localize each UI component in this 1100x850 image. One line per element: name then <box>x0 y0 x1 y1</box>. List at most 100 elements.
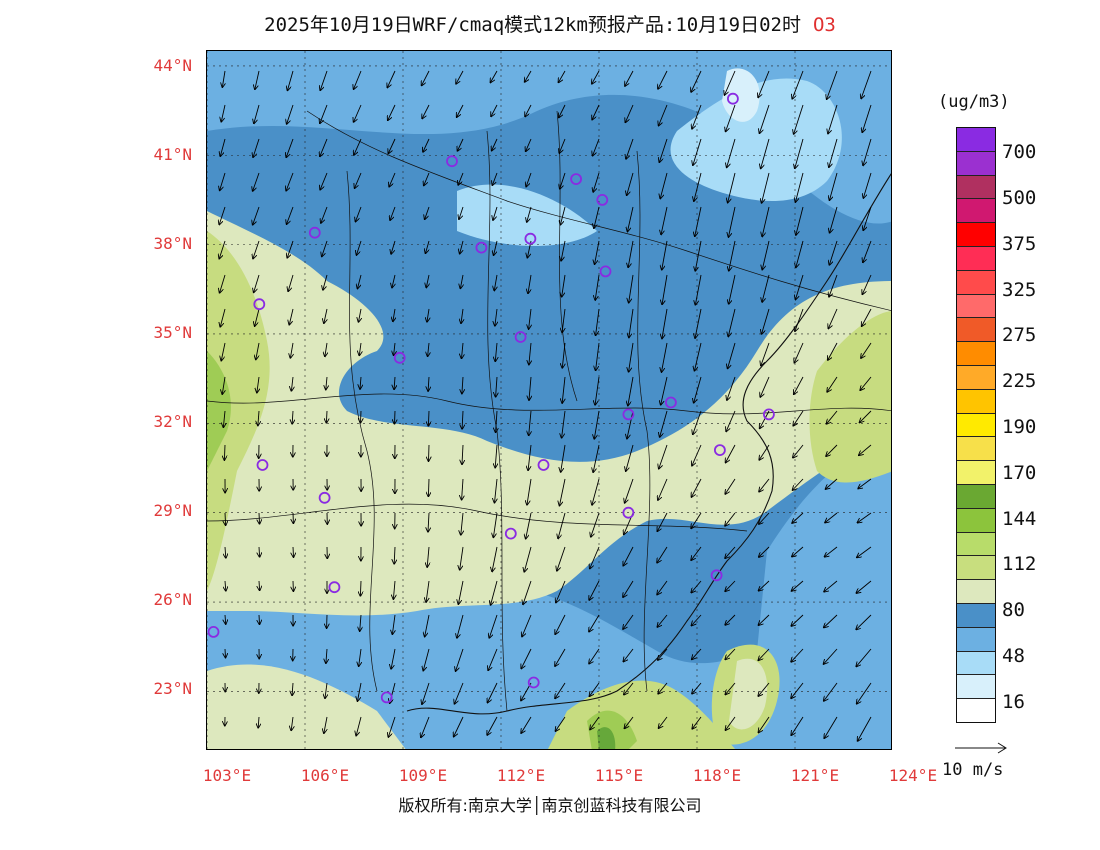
wind-vector-248 <box>495 478 498 503</box>
wind-vector-38 <box>828 104 838 134</box>
wind-vector-255 <box>725 478 736 494</box>
wind-vector-56 <box>761 138 770 168</box>
wind-vector-367 <box>455 682 464 704</box>
lon-label-106: 106°E <box>300 766 350 785</box>
wind-vector-161 <box>256 342 260 359</box>
wind-vector-340 <box>225 648 226 658</box>
wind-vector-190 <box>562 376 566 403</box>
wind-vector-153 <box>662 308 668 338</box>
wind-vector-257 <box>793 478 804 490</box>
wind-vector-154 <box>695 308 702 338</box>
wind-vector-345 <box>391 648 396 669</box>
wind-vector-99 <box>863 206 872 230</box>
wind-vector-124 <box>358 274 362 288</box>
wind-vector-50 <box>559 138 566 153</box>
wind-vector-188 <box>496 376 497 397</box>
wind-vector-396 <box>759 716 770 732</box>
wind-vector-281 <box>259 546 260 557</box>
wind-vector-199 <box>860 376 872 390</box>
wind-vector-125 <box>392 274 395 288</box>
station-marker-10 <box>393 351 406 364</box>
wind-vector-383 <box>324 716 328 733</box>
wind-vector-271 <box>591 512 600 537</box>
wind-vector-218 <box>827 410 838 424</box>
wind-vector-395 <box>726 716 736 730</box>
wind-vector-236 <box>759 444 770 460</box>
colorbar-segment-21 <box>957 627 995 652</box>
wind-vector-213 <box>660 410 668 437</box>
wind-vector-57 <box>795 138 804 168</box>
wind-vector-130 <box>562 274 566 297</box>
wind-vector-252 <box>625 478 634 503</box>
wind-vector-10 <box>559 70 566 82</box>
wind-vector-385 <box>388 716 396 737</box>
wind-vector-158 <box>828 308 838 328</box>
wind-vector-286 <box>427 546 429 567</box>
wind-vectors <box>219 70 872 741</box>
wind-vector-203 <box>326 410 327 423</box>
wind-vector-289 <box>524 546 532 572</box>
wind-vector-387 <box>454 716 464 737</box>
wind-vector-13 <box>658 70 668 89</box>
wind-vector-80 <box>219 206 226 224</box>
wind-vector-308 <box>491 580 498 605</box>
wind-vector-392 <box>625 716 634 728</box>
wind-vector-183 <box>326 376 327 390</box>
colorbar-label-225: 225 <box>1002 370 1037 392</box>
wind-vector-233 <box>659 444 668 469</box>
wind-vector-106 <box>426 240 430 253</box>
wind-vector-347 <box>456 648 464 671</box>
wind-vector-397 <box>791 716 804 735</box>
colorbar-segment-16 <box>957 508 995 533</box>
wind-vector-230 <box>561 444 566 472</box>
wind-vector-215 <box>726 410 736 431</box>
wind-vector-297 <box>792 546 804 557</box>
reference-vector-arrow <box>955 742 1007 754</box>
wind-vector-131 <box>595 274 600 300</box>
lat-label-32: 32°N <box>153 412 192 431</box>
wind-vector-115 <box>729 240 736 271</box>
lon-label-112: 112°E <box>496 766 546 785</box>
province-boundary-5 <box>346 170 378 692</box>
wind-vector-60 <box>220 172 226 190</box>
wind-vector-76 <box>762 172 770 203</box>
wind-vector-103 <box>322 240 328 256</box>
wind-vector-155 <box>728 308 736 336</box>
wind-vector-320 <box>225 614 226 624</box>
wind-vector-70 <box>560 172 566 189</box>
wind-vector-231 <box>593 444 600 472</box>
wind-vector-74 <box>694 172 702 201</box>
wind-vector-120 <box>220 274 226 293</box>
province-boundary-3 <box>207 503 748 532</box>
wind-vector-111 <box>595 240 600 264</box>
wind-vector-2 <box>288 70 294 90</box>
station-marker-0 <box>727 92 739 105</box>
copyright-text: 版权所有:南京大学│南京创蓝科技有限公司 <box>398 796 702 815</box>
colorbar-unit: (ug/m3) <box>938 92 1010 112</box>
wind-vector-54 <box>693 138 702 165</box>
wind-vector-64 <box>355 172 362 188</box>
wind-vector-249 <box>527 478 532 505</box>
lon-label-118: 118°E <box>692 766 742 785</box>
wind-vector-172 <box>629 342 634 372</box>
wind-vector-268 <box>493 512 498 537</box>
colorbar-label-325: 325 <box>1002 279 1037 301</box>
lon-label-115: 115°E <box>594 766 644 785</box>
station-marker-16 <box>537 459 550 471</box>
colorbar-segment-19 <box>957 580 995 604</box>
wind-vector-19 <box>861 70 872 98</box>
map-panel[interactable] <box>206 50 892 750</box>
wind-vector-372 <box>624 682 634 695</box>
wind-vector-135 <box>729 274 736 304</box>
wind-vector-53 <box>659 138 668 162</box>
colorbar-segment-6 <box>957 270 995 295</box>
wind-vector-65 <box>389 172 396 187</box>
wind-vector-304 <box>360 580 361 596</box>
wind-vector-280 <box>225 546 226 558</box>
wind-vector-310 <box>556 580 566 603</box>
wind-vector-63 <box>320 172 328 190</box>
wind-vector-95 <box>729 206 736 237</box>
wind-vector-9 <box>525 70 532 82</box>
wind-vector-119 <box>863 240 872 262</box>
wind-vector-93 <box>661 206 668 234</box>
